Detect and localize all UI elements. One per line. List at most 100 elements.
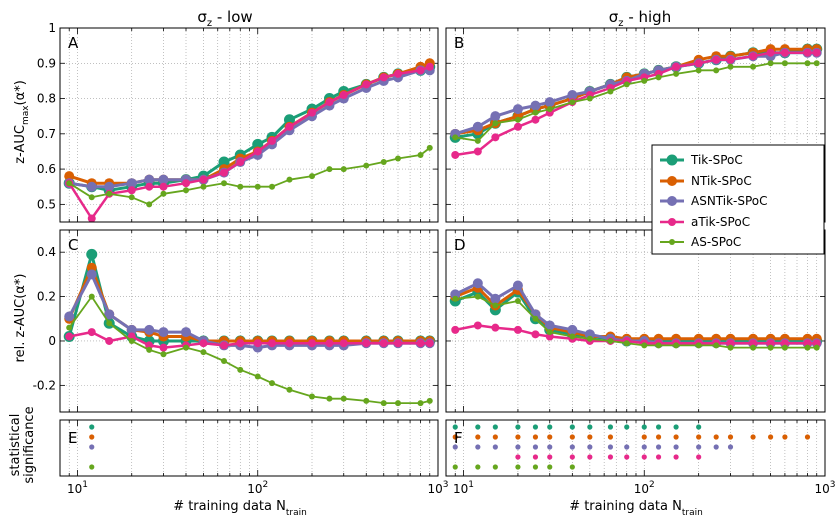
- data-point-d-atik-spoc: [545, 332, 554, 341]
- sig-dot-f-ntik-spoc: [727, 434, 734, 440]
- data-point-a-as-spoc: [146, 201, 153, 208]
- data-point-c-as-spoc: [395, 400, 402, 407]
- sig-dot-f-tik-spoc: [569, 424, 575, 430]
- data-point-a-as-spoc: [200, 183, 207, 190]
- data-point-c-atik-spoc: [145, 341, 154, 350]
- data-point-a-as-spoc: [395, 155, 402, 162]
- data-point-c-asntik-spoc: [181, 327, 191, 338]
- sig-dot-f-as-spoc: [475, 464, 481, 470]
- data-point-d-as-spoc: [641, 342, 648, 349]
- data-point-b-atik-spoc: [491, 133, 500, 142]
- sig-dot-f-ntik-spoc: [475, 434, 481, 440]
- left-title: σz - low: [197, 8, 252, 29]
- data-point-a-tik-spoc: [218, 156, 230, 168]
- y-tick-label-c: -0.2: [33, 378, 56, 392]
- y-label-bot-line2: significance: [22, 406, 37, 483]
- sig-dot-f-as-spoc: [515, 464, 521, 470]
- data-point-a-as-spoc: [363, 162, 370, 169]
- data-point-c-atik-spoc: [425, 339, 434, 348]
- sig-dot-f-atik-spoc: [673, 454, 679, 460]
- sig-dot-f-ntik-spoc: [782, 434, 788, 440]
- data-point-a-atik-spoc: [416, 66, 425, 75]
- data-point-a-as-spoc: [88, 194, 95, 201]
- sig-dot-f-asntik-spoc: [587, 444, 593, 450]
- sig-dot-f-tik-spoc: [587, 424, 593, 430]
- sig-dot-f-tik-spoc: [624, 424, 630, 430]
- data-point-b-as-spoc: [727, 63, 734, 70]
- data-point-a-as-spoc: [66, 180, 73, 187]
- x-tick-label-e: 102: [247, 480, 268, 496]
- panel-frame-b: [445, 27, 826, 223]
- legend-label-ntik-spoc: NTik-SPoC: [691, 174, 752, 188]
- data-point-b-atik-spoc: [726, 55, 735, 64]
- sig-dot-f-ntik-spoc: [515, 434, 521, 440]
- sig-dot-f-asntik-spoc: [624, 444, 630, 450]
- data-point-d-asntik-spoc: [567, 324, 578, 335]
- panel-label-b: B: [454, 34, 464, 52]
- data-point-d-as-spoc: [767, 344, 774, 351]
- data-point-c-atik-spoc: [325, 339, 334, 348]
- data-layer: [63, 43, 823, 470]
- sig-dot-f-as-spoc: [532, 464, 539, 470]
- data-point-d-as-spoc: [586, 335, 593, 342]
- data-point-c-as-spoc: [426, 397, 433, 404]
- data-point-b-asntik-spoc: [567, 90, 578, 101]
- sig-dot-f-tik-spoc: [696, 424, 702, 430]
- panel-bg-d: [446, 230, 825, 412]
- sig-dot-f-tik-spoc: [655, 424, 662, 430]
- data-point-c-as-spoc: [309, 393, 315, 400]
- data-point-c-atik-spoc: [285, 339, 294, 348]
- data-point-d-as-spoc: [695, 342, 702, 349]
- data-point-d-as-spoc: [727, 344, 734, 351]
- data-point-a-atik-spoc: [236, 158, 245, 167]
- data-point-b-asntik-spoc: [530, 100, 541, 111]
- sig-dot-f-asntik-spoc: [475, 444, 481, 450]
- data-point-b-as-spoc: [750, 63, 757, 70]
- legend-entry-ntik-spoc: NTik-SPoC: [660, 174, 752, 188]
- y-label-top: z-AUCmax(α*): [13, 80, 31, 164]
- data-point-a-atik-spoc: [199, 175, 208, 184]
- data-point-c-tik-spoc: [86, 248, 98, 260]
- data-point-c-asntik-spoc: [104, 309, 115, 320]
- data-point-c-as-spoc: [183, 344, 189, 351]
- legend-label-tik-spoc: Tik-SPoC: [690, 153, 743, 167]
- data-point-a-tik-spoc: [252, 138, 264, 150]
- data-point-c-as-spoc: [66, 324, 73, 331]
- data-point-d-atik-spoc: [803, 339, 812, 348]
- data-point-c-asntik-spoc: [126, 324, 137, 335]
- sig-dot-f-atik-spoc: [607, 454, 614, 460]
- data-point-b-as-spoc: [673, 70, 680, 77]
- panel-bg-e: [60, 420, 438, 476]
- data-point-d-atik-spoc: [749, 339, 758, 348]
- legend-marker-atik-spoc: [668, 218, 676, 226]
- data-point-d-atik-spoc: [726, 339, 735, 348]
- data-point-a-as-spoc: [106, 190, 113, 197]
- data-point-c-as-spoc: [269, 380, 276, 387]
- sig-dot-f-asntik-spoc: [696, 444, 702, 450]
- data-point-b-as-spoc: [767, 60, 774, 67]
- y-tick-label-c: 0.2: [37, 290, 56, 304]
- sig-dot-f-asntik-spoc: [607, 444, 614, 450]
- legend-marker-as-spoc: [669, 239, 675, 245]
- data-point-b-as-spoc: [586, 95, 593, 102]
- panel-bg-f: [446, 420, 825, 476]
- sig-dot-f-atik-spoc: [515, 454, 521, 460]
- data-point-d-asntik-spoc: [584, 329, 595, 340]
- data-point-b-as-spoc: [492, 120, 499, 127]
- sig-dot-f-tik-spoc: [515, 424, 521, 430]
- data-point-d-as-spoc: [546, 329, 553, 336]
- sig-dot-f-tik-spoc: [492, 424, 498, 430]
- data-point-a-atik-spoc: [379, 73, 388, 82]
- data-point-d-atik-spoc: [491, 323, 500, 332]
- sig-dot-f-atik-spoc: [655, 454, 662, 460]
- sig-dot-f-asntik-spoc: [713, 444, 719, 450]
- data-point-b-as-spoc: [641, 77, 648, 84]
- data-point-b-as-spoc: [452, 134, 459, 141]
- data-point-a-asntik-spoc: [126, 178, 137, 189]
- data-point-b-asntik-spoc: [472, 121, 483, 132]
- panel-frame-a: [59, 27, 439, 223]
- legend-label-atik-spoc: aTik-SPoC: [691, 215, 750, 229]
- data-point-a-as-spoc: [269, 183, 276, 190]
- data-point-a-atik-spoc: [285, 122, 294, 131]
- panel-frame-d: [445, 229, 826, 413]
